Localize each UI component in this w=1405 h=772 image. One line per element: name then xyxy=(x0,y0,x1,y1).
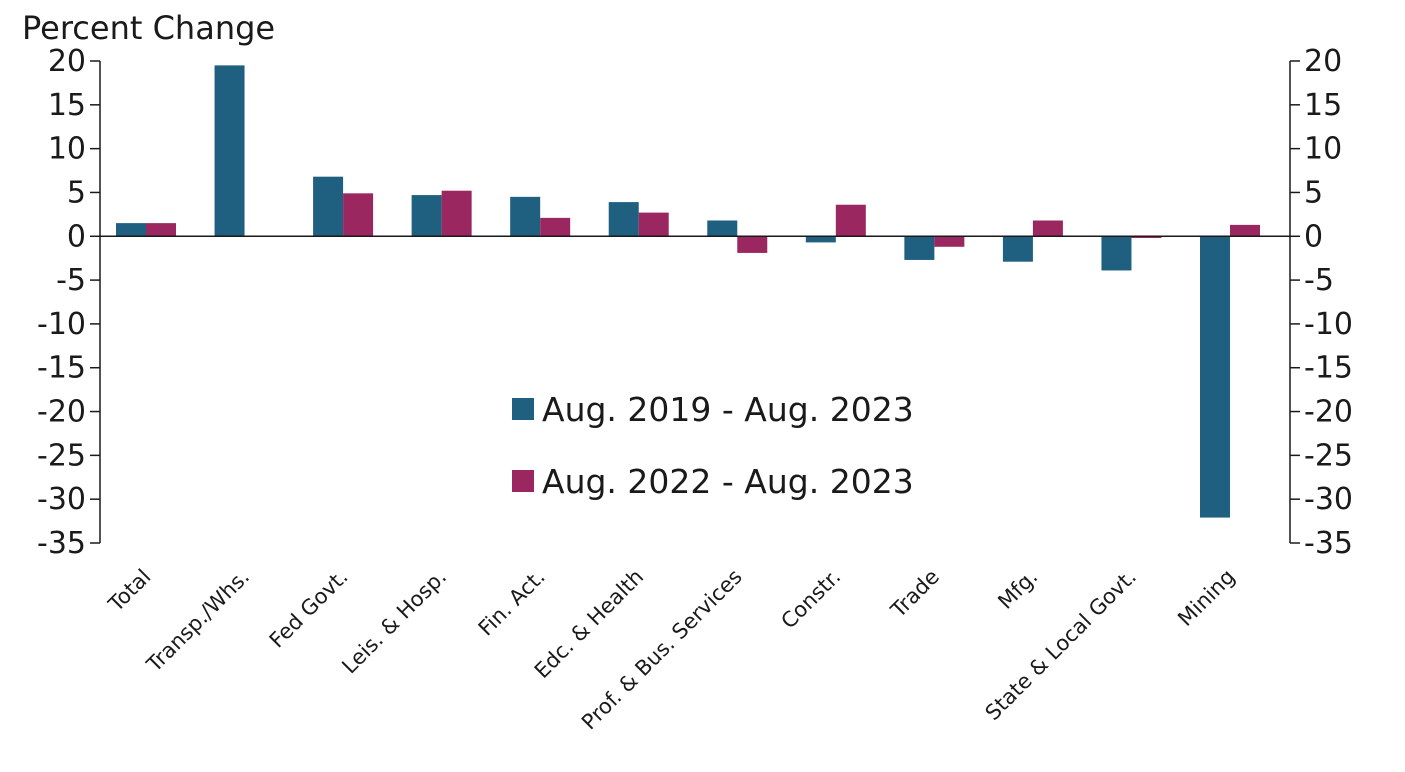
right-tick-label: -35 xyxy=(1304,526,1353,561)
bar-series-2-4 xyxy=(540,217,571,237)
bar-series-1-4 xyxy=(510,196,541,237)
bar-series-1-10 xyxy=(1101,236,1132,271)
left-y-axis: 20 15 10 5 0 -5 -10 -15 -20 -25 -30 -35 xyxy=(37,44,101,561)
bar-series-2-8 xyxy=(934,236,965,247)
left-tick-label: 10 xyxy=(48,132,86,167)
category-label: Prof. & Bus. Services xyxy=(577,565,747,735)
category-label: Mfg. xyxy=(993,565,1042,614)
right-tick-label: 10 xyxy=(1304,132,1342,167)
category-label: Leis. & Hosp. xyxy=(337,565,451,679)
category-label: Transp./Whs. xyxy=(141,565,254,678)
bar-series-2-10 xyxy=(1131,236,1162,239)
bar-series-1-3 xyxy=(411,195,442,237)
left-tick-label: 15 xyxy=(48,88,86,123)
y-axis-title: Percent Change xyxy=(22,9,275,47)
bar-series-1-11 xyxy=(1200,236,1230,518)
right-tick-label: 20 xyxy=(1304,44,1342,79)
bar-series-2-0 xyxy=(146,223,176,237)
right-tick-label: -20 xyxy=(1304,395,1353,430)
right-tick-label: -5 xyxy=(1304,263,1334,298)
bar-series-1-0 xyxy=(116,223,146,237)
category-label: Constr. xyxy=(776,565,845,634)
left-tick-label: -25 xyxy=(37,438,86,473)
bar-series-2-7 xyxy=(835,204,866,237)
right-y-axis: 20 15 10 5 0 -5 -10 -15 -20 -25 -30 -35 xyxy=(1289,44,1353,561)
right-tick-label: 0 xyxy=(1304,219,1323,254)
left-tick-label: -5 xyxy=(56,263,86,298)
bar-series-2-3 xyxy=(441,190,472,237)
bar-series-1-2 xyxy=(313,176,344,237)
left-tick-label: 5 xyxy=(67,175,86,210)
left-tick-label: -20 xyxy=(37,395,86,430)
left-tick-label: 0 xyxy=(67,219,86,254)
category-label: Fin. Act. xyxy=(474,565,550,641)
bar-series-2-11 xyxy=(1230,224,1260,237)
left-tick-label: -30 xyxy=(37,482,86,517)
left-tick-label: 20 xyxy=(48,44,86,79)
bar-series-2-6 xyxy=(737,236,768,253)
legend: Aug. 2019 - Aug. 2023 Aug. 2022 - Aug. 2… xyxy=(512,390,914,501)
left-tick-label: -15 xyxy=(37,351,86,386)
bar-series-1-9 xyxy=(1002,236,1033,262)
bar-series-1-1 xyxy=(214,65,245,237)
category-label: Trade xyxy=(886,565,944,623)
right-tick-label: -10 xyxy=(1304,307,1353,342)
category-label: Fed Govt. xyxy=(265,565,353,653)
bar-series-1-7 xyxy=(805,236,836,243)
legend-swatch-series-2 xyxy=(512,470,534,492)
right-tick-label: -15 xyxy=(1304,351,1353,386)
legend-label-series-2: Aug. 2022 - Aug. 2023 xyxy=(542,462,914,501)
right-tick-label: 5 xyxy=(1304,175,1323,210)
legend-label-series-1: Aug. 2019 - Aug. 2023 xyxy=(542,390,914,429)
bar-series-1-8 xyxy=(904,236,935,260)
right-tick-label: -30 xyxy=(1304,482,1353,517)
legend-swatch-series-1 xyxy=(512,398,534,420)
right-tick-label: -25 xyxy=(1304,438,1353,473)
bar-series-1-5 xyxy=(608,202,639,237)
left-tick-label: -35 xyxy=(37,526,86,561)
bar-series-1-6 xyxy=(707,220,738,237)
bar-series-2-9 xyxy=(1032,220,1063,237)
left-tick-label: -10 xyxy=(37,307,86,342)
category-label: Total xyxy=(103,565,155,617)
bar-series-2-5 xyxy=(638,212,669,237)
right-tick-label: 15 xyxy=(1304,88,1342,123)
bar-series-2-2 xyxy=(343,193,374,237)
bars-group xyxy=(116,65,1260,518)
category-label: Mining xyxy=(1173,565,1239,631)
